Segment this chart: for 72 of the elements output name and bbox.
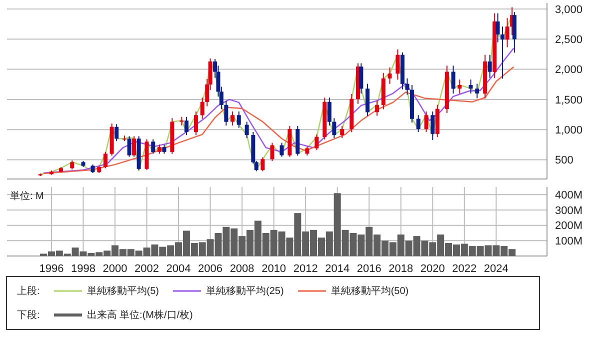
x-tick-label: 2020 [420, 262, 445, 275]
candlestick [162, 144, 166, 154]
candlestick [236, 110, 241, 128]
legend-title: 上段: [17, 284, 40, 298]
candlestick [475, 83, 480, 99]
candlestick [184, 116, 188, 136]
candlestick [405, 78, 410, 96]
candlestick [314, 134, 319, 151]
candlestick [157, 144, 162, 154]
candlestick [244, 121, 249, 139]
y-tick-label: 1,500 [555, 94, 583, 106]
candlestick [375, 100, 380, 116]
candlestick [127, 136, 132, 158]
candlestick [500, 26, 505, 80]
y-tick-label: 300M [555, 204, 583, 217]
candlestick [70, 160, 74, 170]
x-tick-label: 2000 [102, 262, 128, 275]
y-tick-label: 1,000 [555, 124, 583, 136]
candlestick [488, 54, 492, 78]
candlestick [327, 97, 332, 126]
y-tick-label: 2,500 [555, 34, 583, 46]
candlestick [424, 110, 428, 133]
legend-title: 下段: [17, 309, 40, 322]
annotation: 単位: M [10, 190, 44, 203]
legend-label: 単純移動平均(25) [206, 285, 284, 298]
legend-label: 単純移動平均(5) [86, 285, 160, 298]
candlestick [340, 125, 344, 139]
x-tick-label: 2012 [293, 262, 318, 275]
candlestick [451, 65, 456, 94]
candlestick [505, 18, 510, 48]
x-tick-label: 1998 [70, 262, 96, 275]
y-tick-label: 200M [555, 220, 583, 232]
candlestick [200, 97, 204, 120]
candlestick [132, 136, 136, 158]
candlestick [430, 110, 435, 140]
x-tick-label: 2002 [134, 262, 160, 275]
candlestick [260, 156, 265, 172]
y-tick-label: 100M [555, 236, 583, 248]
candlestick [396, 48, 400, 80]
y-tick-label: 500 [555, 154, 574, 167]
y-tick-label: 400M [555, 190, 583, 202]
candlestick [458, 79, 462, 94]
candlestick [496, 12, 500, 43]
candlestick [359, 62, 364, 94]
y-tick-label: 3,000 [555, 4, 583, 16]
candlestick [416, 114, 420, 133]
x-tick-label: 2006 [198, 262, 223, 275]
x-tick-label: 2018 [388, 262, 414, 275]
x-tick-label: 1996 [39, 262, 64, 275]
legend-label: 出来高 単位:(M株/口/枚) [86, 308, 193, 322]
candlestick [305, 146, 310, 156]
x-tick-label: 2010 [262, 262, 286, 275]
candlestick [230, 110, 235, 126]
candlestick [194, 110, 198, 136]
candlestick [270, 142, 274, 162]
candlestick [114, 124, 119, 142]
candlestick [280, 142, 284, 158]
y-tick-label: 2,000 [555, 64, 583, 76]
x-tick-label: 2016 [356, 262, 382, 275]
x-tick-label: 2004 [166, 262, 191, 275]
candlestick [224, 100, 228, 126]
candlestick [468, 79, 473, 94]
candlestick [151, 138, 156, 154]
x-tick-label: 2022 [452, 262, 477, 275]
x-tick-label: 2008 [230, 262, 254, 275]
candlestick [366, 83, 370, 116]
legend-label: 単純移動平均(50) [330, 285, 409, 298]
x-tick-label: 2024 [484, 262, 508, 275]
candlestick [332, 118, 336, 139]
candlestick [103, 151, 108, 169]
x-tick-label: 2014 [325, 262, 350, 275]
candlestick [388, 66, 392, 84]
